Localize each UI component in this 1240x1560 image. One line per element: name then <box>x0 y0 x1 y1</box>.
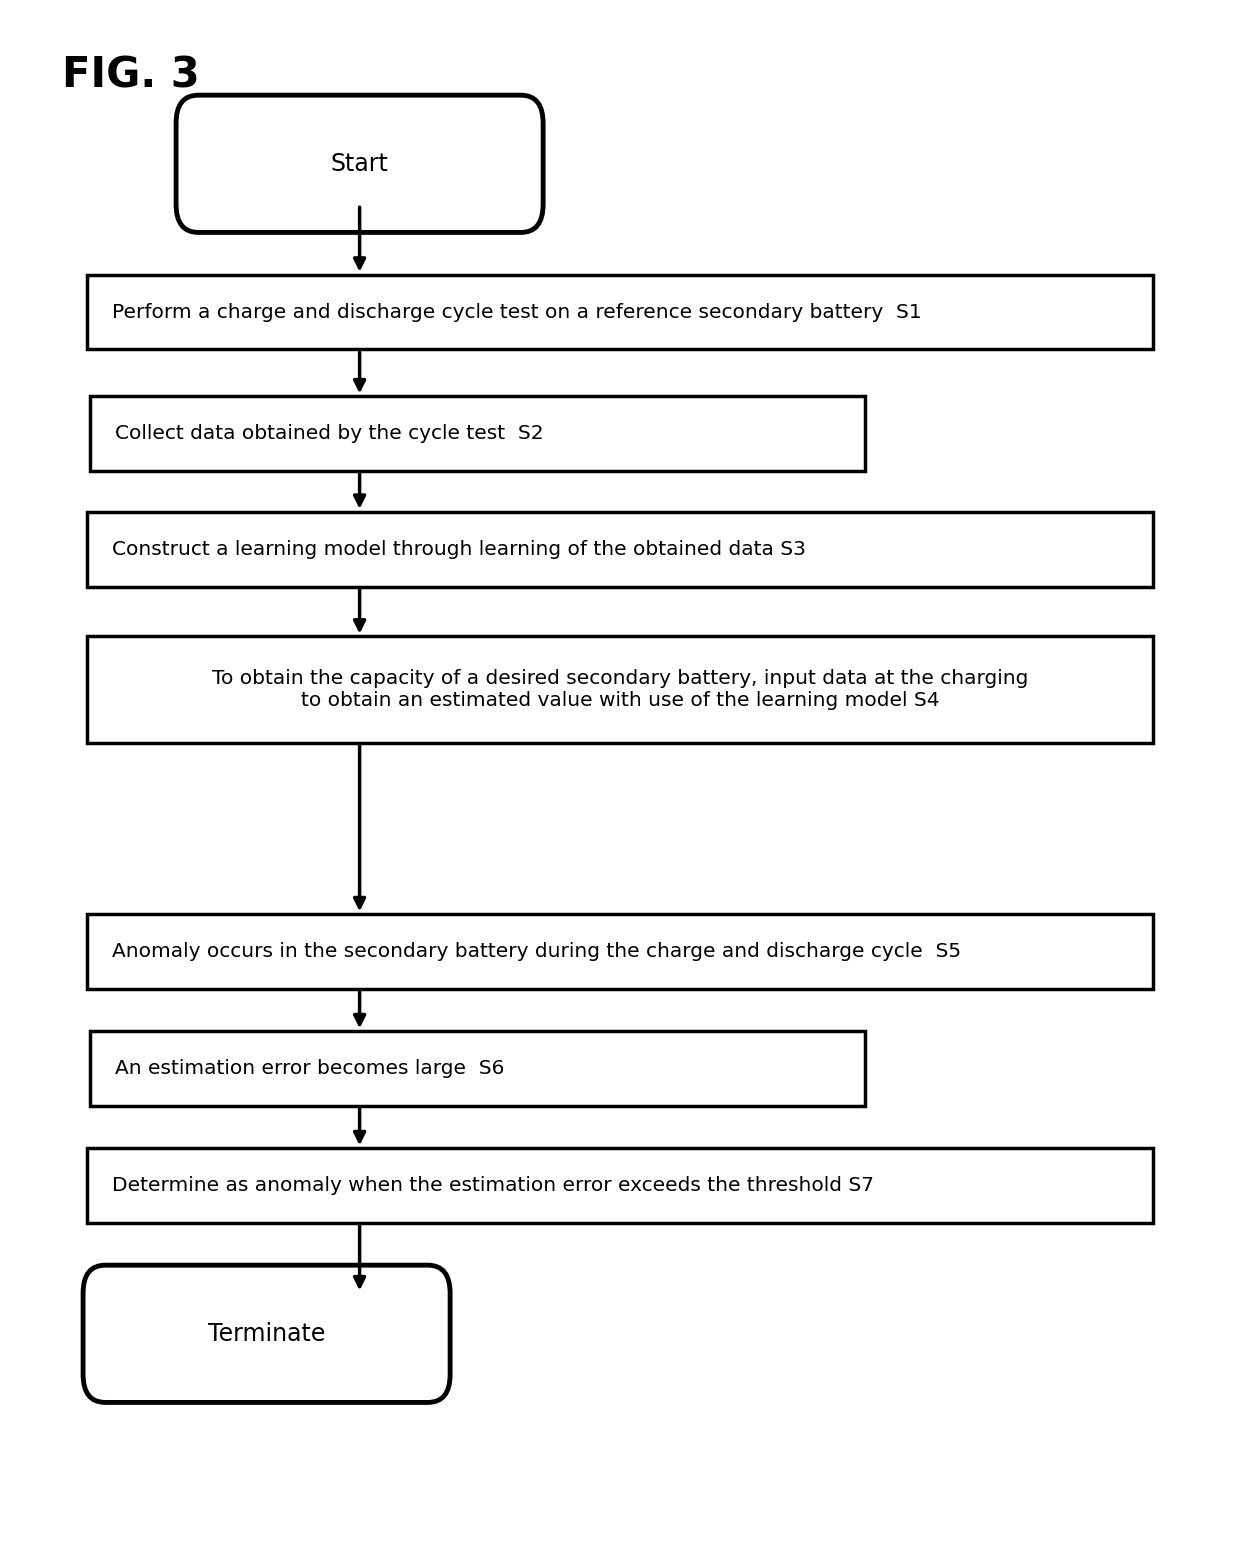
Text: Collect data obtained by the cycle test  S2: Collect data obtained by the cycle test … <box>115 424 543 443</box>
FancyBboxPatch shape <box>91 1031 866 1106</box>
FancyBboxPatch shape <box>87 636 1153 743</box>
Text: Terminate: Terminate <box>208 1321 325 1346</box>
Text: Perform a charge and discharge cycle test on a reference secondary battery  S1: Perform a charge and discharge cycle tes… <box>112 303 921 321</box>
Text: To obtain the capacity of a desired secondary battery, input data at the chargin: To obtain the capacity of a desired seco… <box>212 669 1028 710</box>
FancyBboxPatch shape <box>87 275 1153 349</box>
Text: Construct a learning model through learning of the obtained data S3: Construct a learning model through learn… <box>112 540 806 558</box>
FancyBboxPatch shape <box>87 1148 1153 1223</box>
FancyBboxPatch shape <box>91 396 866 471</box>
Text: An estimation error becomes large  S6: An estimation error becomes large S6 <box>115 1059 505 1078</box>
FancyBboxPatch shape <box>87 914 1153 989</box>
FancyBboxPatch shape <box>176 95 543 232</box>
Text: Start: Start <box>331 151 388 176</box>
FancyBboxPatch shape <box>87 512 1153 587</box>
Text: FIG. 3: FIG. 3 <box>62 55 200 97</box>
Text: Determine as anomaly when the estimation error exceeds the threshold S7: Determine as anomaly when the estimation… <box>112 1176 874 1195</box>
Text: Anomaly occurs in the secondary battery during the charge and discharge cycle  S: Anomaly occurs in the secondary battery … <box>112 942 961 961</box>
FancyBboxPatch shape <box>83 1265 450 1402</box>
